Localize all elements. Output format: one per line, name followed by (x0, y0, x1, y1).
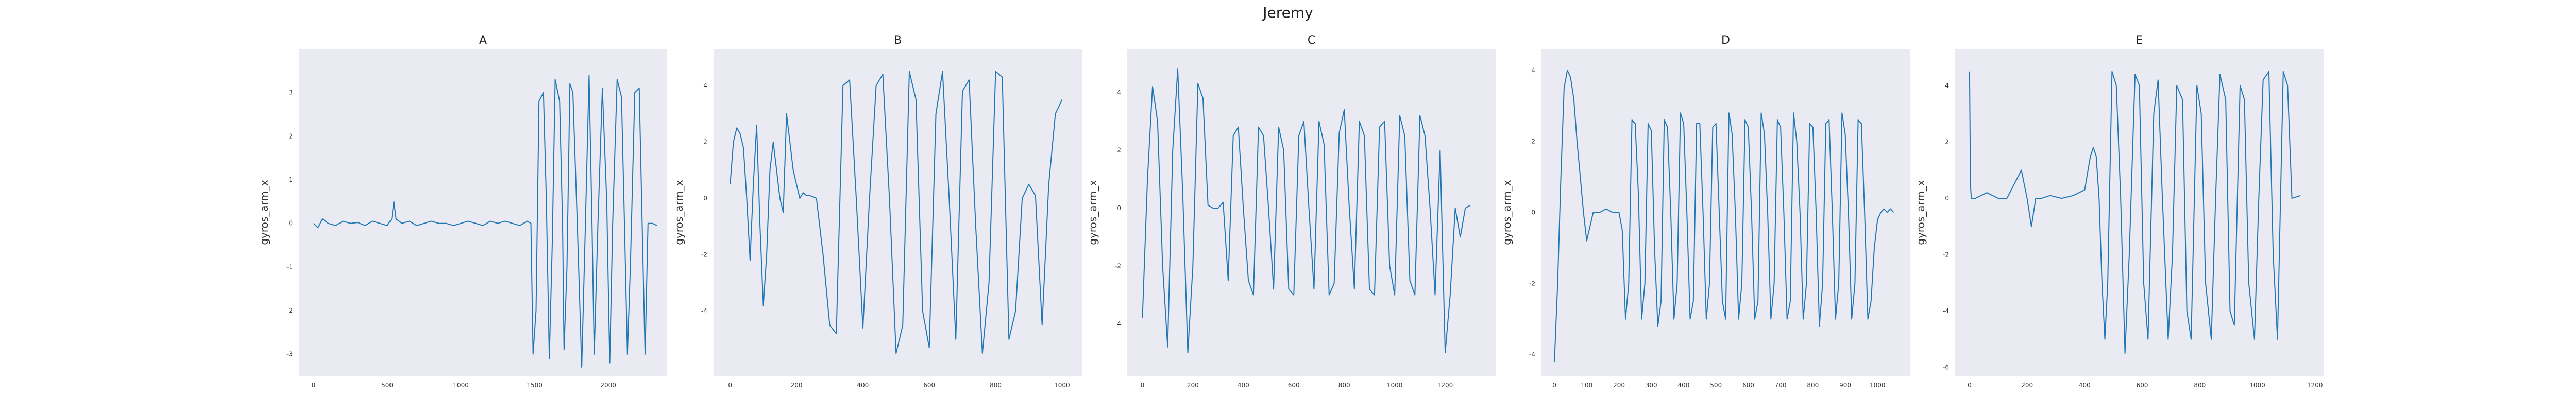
series-line (730, 71, 1063, 354)
y-tick-label: -2 (1943, 251, 1949, 259)
x-tick-label: 700 (1775, 382, 1787, 389)
y-tick-label: 2 (1117, 147, 1121, 154)
x-tick-label: 1500 (527, 382, 543, 389)
x-tick-label: 800 (2194, 382, 2206, 389)
x-tick-label: 500 (381, 382, 393, 389)
x-tick-label: 1200 (2307, 382, 2323, 389)
subplot-title: C (1308, 34, 1315, 47)
y-tick-label: -3 (286, 351, 293, 358)
y-tick-label: 4 (1117, 89, 1121, 96)
y-tick-label: -4 (1115, 320, 1121, 328)
y-axis-label: gyros_arm_x (1087, 180, 1099, 245)
x-tick-label: 0 (1968, 382, 1972, 389)
y-tick-label: -1 (286, 263, 293, 270)
y-tick-label: 0 (1945, 195, 1949, 202)
x-tick-label: 1000 (2249, 382, 2265, 389)
y-tick-label: -2 (701, 251, 707, 259)
x-tick-label: 500 (1710, 382, 1722, 389)
y-tick-label: 1 (289, 176, 293, 183)
series-line (1969, 71, 2301, 354)
y-tick-label: -4 (701, 307, 707, 315)
x-tick-label: 800 (1338, 382, 1350, 389)
plot-area (714, 49, 1082, 376)
series-line (1554, 70, 1894, 362)
figure-title: Jeremy (1263, 4, 1313, 21)
x-tick-label: 400 (1678, 382, 1690, 389)
x-tick-label: 1000 (1387, 382, 1403, 389)
y-tick-label: -4 (1529, 351, 1535, 358)
x-tick-label: 200 (1613, 382, 1625, 389)
x-tick-label: 800 (990, 382, 1002, 389)
series-line (313, 74, 657, 368)
y-tick-label: -2 (1115, 262, 1121, 269)
y-tick-label: 4 (703, 82, 707, 89)
subplot-title: A (479, 34, 487, 47)
x-tick-label: 1200 (1437, 382, 1453, 389)
y-tick-label: 0 (1117, 204, 1121, 212)
y-tick-label: 2 (1531, 138, 1535, 145)
y-axis-label: gyros_arm_x (1914, 180, 1927, 245)
y-axis-label: gyros_arm_x (258, 180, 270, 245)
subplot-title: B (894, 34, 902, 47)
x-tick-label: 0 (1141, 382, 1145, 389)
y-tick-label: -2 (1529, 280, 1535, 287)
x-tick-label: 2000 (600, 382, 616, 389)
y-tick-label: 2 (703, 139, 707, 146)
y-tick-label: 0 (703, 195, 707, 202)
x-tick-label: 600 (1288, 382, 1300, 389)
y-tick-label: 4 (1945, 82, 1949, 89)
series-line (1142, 68, 1471, 353)
y-tick-label: 3 (289, 89, 293, 96)
y-axis-label: gyros_arm_x (673, 180, 685, 245)
x-tick-label: 400 (2079, 382, 2091, 389)
y-tick-label: -2 (286, 307, 293, 314)
x-tick-label: 300 (1646, 382, 1657, 389)
x-tick-label: 900 (1839, 382, 1851, 389)
plot-area (1127, 49, 1496, 376)
x-tick-label: 600 (2137, 382, 2148, 389)
x-tick-label: 200 (791, 382, 803, 389)
x-tick-label: 200 (2021, 382, 2033, 389)
x-tick-label: 600 (1742, 382, 1754, 389)
y-tick-label: 0 (1531, 209, 1535, 216)
x-tick-label: 0 (1552, 382, 1556, 389)
y-tick-label: -4 (1943, 307, 1949, 315)
y-tick-label: 0 (289, 220, 293, 227)
x-tick-label: 1000 (453, 382, 469, 389)
x-tick-label: 200 (1187, 382, 1199, 389)
x-tick-label: 800 (1807, 382, 1819, 389)
x-tick-label: 100 (1581, 382, 1592, 389)
x-tick-label: 1000 (1870, 382, 1886, 389)
y-tick-label: 4 (1531, 66, 1535, 74)
plot-area (299, 49, 667, 376)
subplot-title: E (2136, 34, 2143, 47)
x-tick-label: 400 (857, 382, 869, 389)
y-tick-label: 2 (289, 132, 293, 140)
x-tick-label: 1000 (1054, 382, 1070, 389)
x-tick-label: 600 (923, 382, 935, 389)
y-tick-label: 2 (1945, 139, 1949, 146)
x-tick-label: 400 (1238, 382, 1249, 389)
y-tick-label: -6 (1943, 364, 1949, 371)
x-tick-label: 0 (312, 382, 316, 389)
subplot-title: D (1721, 34, 1730, 47)
x-tick-label: 0 (728, 382, 732, 389)
y-axis-label: gyros_arm_x (1501, 180, 1513, 245)
